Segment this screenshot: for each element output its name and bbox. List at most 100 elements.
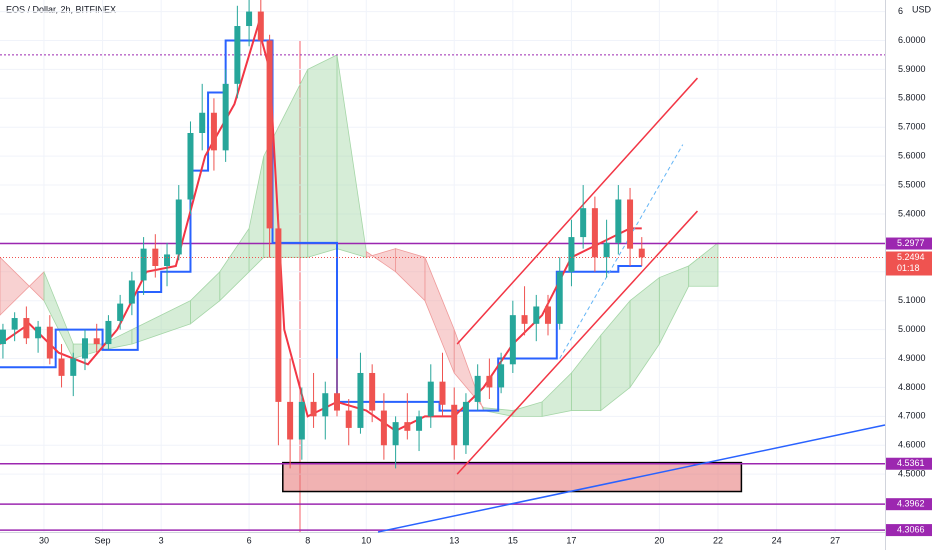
x-tick-label: 15 <box>508 535 518 545</box>
candle-body <box>70 358 77 376</box>
x-tick-label: 6 <box>247 535 252 545</box>
candle-body <box>591 208 598 258</box>
y-tick-label: 5.8000 <box>898 93 926 103</box>
x-tick-label: 10 <box>361 535 371 545</box>
candle-body <box>498 364 505 388</box>
candle-body <box>199 112 206 133</box>
candle-body <box>164 254 171 266</box>
candle-body <box>322 393 329 417</box>
y-tick-label: 4.5000 <box>898 469 926 479</box>
x-tick-label: 27 <box>830 535 840 545</box>
y-tick-label: 4.7000 <box>898 411 926 421</box>
candle-body <box>0 329 6 345</box>
candle-body <box>451 404 458 446</box>
candle-body <box>105 320 112 345</box>
candle-body <box>187 133 194 200</box>
candle-body <box>416 416 423 431</box>
candle-body <box>369 372 376 411</box>
y-tick-label: 4.9000 <box>898 353 926 363</box>
candle-body <box>521 315 528 324</box>
candle-body <box>175 199 182 255</box>
candle-body <box>580 208 587 238</box>
level-label-box <box>886 457 932 470</box>
y-tick-label: 5.9000 <box>898 64 926 74</box>
candle-body <box>627 199 634 249</box>
candle-body <box>544 306 551 324</box>
candle-body <box>23 318 30 339</box>
level-label: 4.3066 <box>897 524 925 534</box>
trend-line <box>377 424 886 533</box>
currency: USD <box>912 4 932 14</box>
candle-body <box>568 237 575 272</box>
trend-line <box>456 210 699 475</box>
candle-body <box>310 401 317 417</box>
projection-line <box>559 144 684 359</box>
candle-body <box>509 315 516 365</box>
candle-body <box>404 422 411 431</box>
x-tick-label: 24 <box>772 535 782 545</box>
candle-body <box>615 199 622 243</box>
trend-line <box>456 77 699 345</box>
candle-body <box>275 228 282 402</box>
candle-body <box>603 242 610 258</box>
candle-body <box>380 410 387 446</box>
level-label-box <box>886 498 932 511</box>
candle-body <box>222 83 229 151</box>
x-tick-label: 17 <box>566 535 576 545</box>
x-tick-label: 8 <box>305 535 310 545</box>
candle-body <box>533 306 540 324</box>
candle-body <box>345 410 352 428</box>
candle-body <box>257 11 264 41</box>
candle-body <box>392 422 399 446</box>
cloud-segment <box>688 242 719 287</box>
x-tick-label: 3 <box>159 535 164 545</box>
candle-body <box>462 401 469 446</box>
candle-body <box>35 326 42 339</box>
last-price-label: 5.2494 <box>897 252 925 262</box>
x-tick-label: 13 <box>449 535 459 545</box>
level-label-box <box>886 524 932 537</box>
support-zone <box>282 461 743 493</box>
candle-body <box>556 271 563 324</box>
candle-body <box>117 303 124 321</box>
x-tick-label: 22 <box>713 535 723 545</box>
candle-body <box>298 401 305 440</box>
y-tick-label: 5.6000 <box>898 151 926 161</box>
x-tick-label: Sep <box>95 535 111 545</box>
candle-body <box>334 393 341 411</box>
candle-body <box>246 11 253 27</box>
candle-body <box>234 26 241 84</box>
level-label: 4.5361 <box>897 458 925 468</box>
level-label-box <box>886 237 932 250</box>
level-label: 5.2977 <box>897 238 925 248</box>
y-tick-label: 6 <box>898 6 903 16</box>
chart-title: EOS / Dollar, 2h, BITFINEX <box>6 4 116 14</box>
y-tick-label: 5.4000 <box>898 208 926 218</box>
candle-body <box>427 381 434 417</box>
y-tick-label: 5.0000 <box>898 324 926 334</box>
candle-body <box>128 280 135 304</box>
y-tick-label: 5.7000 <box>898 122 926 132</box>
candle-body <box>486 375 493 388</box>
candle-body <box>287 401 294 440</box>
x-tick-label: 30 <box>39 535 49 545</box>
candle-body <box>93 338 100 345</box>
y-tick-label: 4.6000 <box>898 440 926 450</box>
y-tick-label: 5.1000 <box>898 295 926 305</box>
last-price-box <box>886 251 932 276</box>
candle-body <box>439 381 446 405</box>
candle-body <box>210 112 217 151</box>
level-label: 4.3962 <box>897 499 925 509</box>
y-tick-label: 6.0000 <box>898 35 926 45</box>
indicator-line <box>0 39 642 412</box>
candle-body <box>474 375 481 402</box>
candle-body <box>11 318 18 330</box>
candle-body <box>46 326 53 359</box>
candle-body <box>81 338 88 359</box>
y-tick-label: 5.5000 <box>898 179 926 189</box>
candle-body <box>638 248 645 258</box>
cloud-segment <box>307 54 338 258</box>
y-tick-label: 4.8000 <box>898 382 926 392</box>
candle-body <box>152 248 159 266</box>
